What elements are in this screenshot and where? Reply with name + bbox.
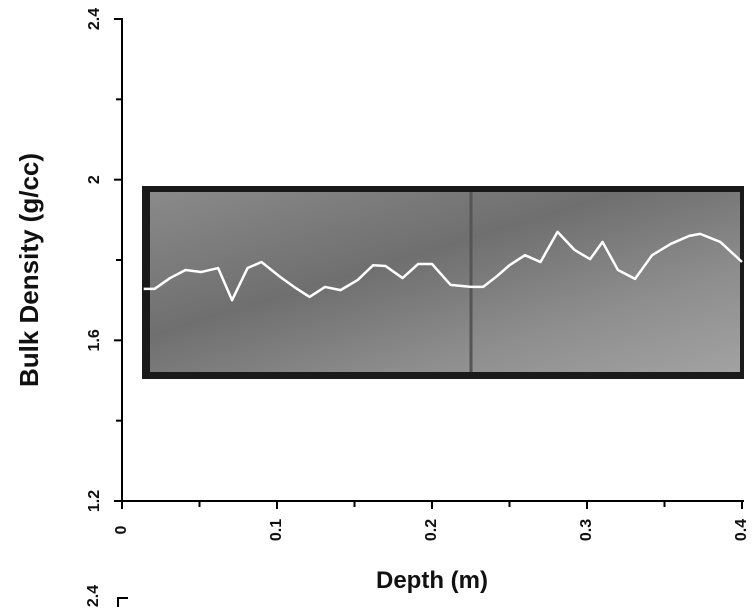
x-axis-label: Depth (m) xyxy=(376,567,488,594)
x-tick-label: 0 xyxy=(113,525,130,534)
x-tick-label: 0.1 xyxy=(268,519,285,541)
x-tick-label: 0.3 xyxy=(578,519,595,541)
next-panel-label: 2.4 xyxy=(85,585,102,607)
core-image xyxy=(150,192,740,372)
y-axis-label: Bulk Density (g/cc) xyxy=(14,153,44,387)
x-tick-label: 0.2 xyxy=(423,519,440,541)
y-tick-label: 2.4 xyxy=(86,8,103,30)
y-tick-label: 1.6 xyxy=(86,329,103,351)
y-tick-label: 1.2 xyxy=(86,490,103,512)
x-tick-label: 0.4 xyxy=(733,519,750,541)
data-line xyxy=(143,230,743,302)
next-panel-axis xyxy=(117,597,128,607)
y-tick-label: 2 xyxy=(86,175,103,184)
